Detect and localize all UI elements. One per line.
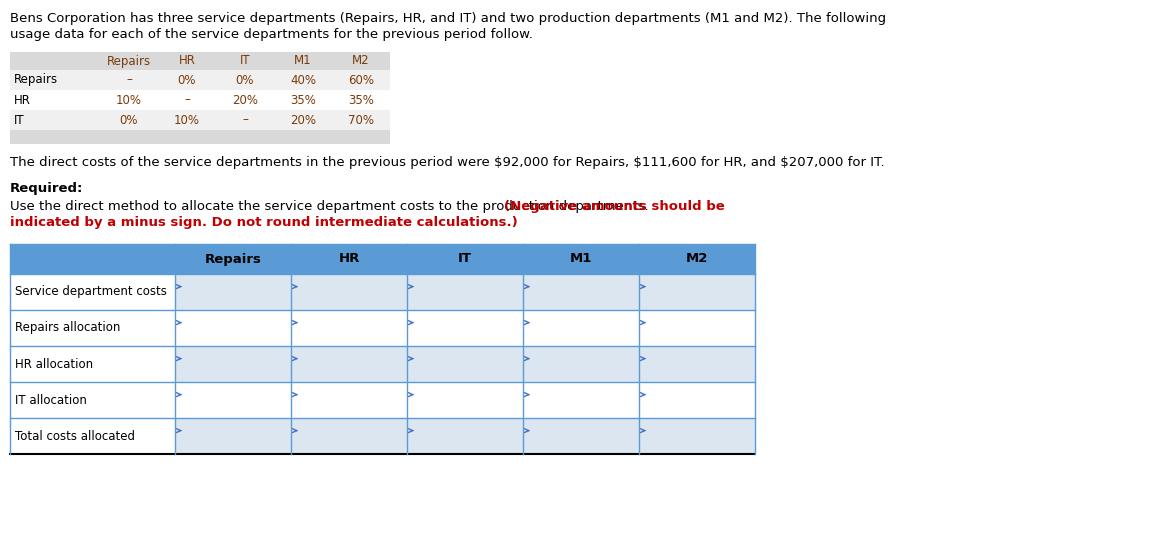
Text: M2: M2 xyxy=(686,252,708,265)
Text: IT: IT xyxy=(14,114,24,126)
Text: indicated by a minus sign. Do not round intermediate calculations.): indicated by a minus sign. Do not round … xyxy=(10,216,517,229)
Text: 20%: 20% xyxy=(232,94,258,107)
Bar xyxy=(10,418,176,454)
Text: HR: HR xyxy=(338,252,359,265)
Text: IT allocation: IT allocation xyxy=(15,393,87,407)
Text: –: – xyxy=(243,114,248,126)
Text: IT: IT xyxy=(240,54,251,67)
Bar xyxy=(176,382,291,418)
Bar xyxy=(639,310,755,346)
Text: IT: IT xyxy=(459,252,472,265)
Text: Bens Corporation has three service departments (Repairs, HR, and IT) and two pro: Bens Corporation has three service depar… xyxy=(10,12,886,25)
Bar xyxy=(291,274,407,310)
Bar xyxy=(407,274,523,310)
Bar xyxy=(10,346,176,382)
Text: The direct costs of the service departments in the previous period were $92,000 : The direct costs of the service departme… xyxy=(10,156,885,169)
Bar xyxy=(10,130,390,144)
Text: (Negative amounts should be: (Negative amounts should be xyxy=(504,200,724,213)
Bar xyxy=(10,310,176,346)
Bar xyxy=(176,274,291,310)
Text: Repairs allocation: Repairs allocation xyxy=(15,322,120,335)
Bar xyxy=(176,418,291,454)
Text: Required:: Required: xyxy=(10,182,83,195)
Bar xyxy=(10,90,390,110)
Bar xyxy=(10,274,176,310)
Bar xyxy=(10,382,176,418)
Bar xyxy=(10,70,390,90)
Bar xyxy=(176,346,291,382)
Text: Repairs: Repairs xyxy=(107,54,151,67)
Text: Repairs: Repairs xyxy=(14,74,58,87)
Text: 0%: 0% xyxy=(178,74,196,87)
Text: 70%: 70% xyxy=(348,114,374,126)
Text: 40%: 40% xyxy=(290,74,316,87)
Text: Service department costs: Service department costs xyxy=(15,286,166,299)
Bar xyxy=(523,274,639,310)
Text: usage data for each of the service departments for the previous period follow.: usage data for each of the service depar… xyxy=(10,28,532,41)
Text: 60%: 60% xyxy=(348,74,374,87)
Text: 20%: 20% xyxy=(290,114,316,126)
Bar xyxy=(407,346,523,382)
Text: –: – xyxy=(184,94,189,107)
Text: M1: M1 xyxy=(569,252,593,265)
Bar xyxy=(291,310,407,346)
Bar xyxy=(291,382,407,418)
Text: –: – xyxy=(126,74,132,87)
Bar xyxy=(523,310,639,346)
Bar xyxy=(407,310,523,346)
Bar xyxy=(291,346,407,382)
Text: HR allocation: HR allocation xyxy=(15,357,94,371)
Bar xyxy=(523,418,639,454)
Bar xyxy=(639,274,755,310)
Bar xyxy=(523,382,639,418)
Bar xyxy=(407,382,523,418)
Text: Use the direct method to allocate the service department costs to the production: Use the direct method to allocate the se… xyxy=(10,200,653,213)
Text: HR: HR xyxy=(14,94,31,107)
Bar xyxy=(291,418,407,454)
Bar xyxy=(10,244,755,274)
Bar xyxy=(639,346,755,382)
Bar xyxy=(176,310,291,346)
Text: M1: M1 xyxy=(295,54,312,67)
Bar xyxy=(639,382,755,418)
Text: Total costs allocated: Total costs allocated xyxy=(15,429,135,442)
Text: 35%: 35% xyxy=(290,94,316,107)
Bar xyxy=(407,418,523,454)
Bar xyxy=(10,110,390,130)
Text: HR: HR xyxy=(179,54,195,67)
Bar xyxy=(639,418,755,454)
Text: 10%: 10% xyxy=(174,114,200,126)
Text: 35%: 35% xyxy=(348,94,374,107)
Text: 0%: 0% xyxy=(236,74,254,87)
Text: 10%: 10% xyxy=(116,94,142,107)
Text: 0%: 0% xyxy=(120,114,139,126)
Text: M2: M2 xyxy=(352,54,370,67)
Bar xyxy=(10,52,390,70)
Bar xyxy=(523,346,639,382)
Text: Repairs: Repairs xyxy=(204,252,261,265)
